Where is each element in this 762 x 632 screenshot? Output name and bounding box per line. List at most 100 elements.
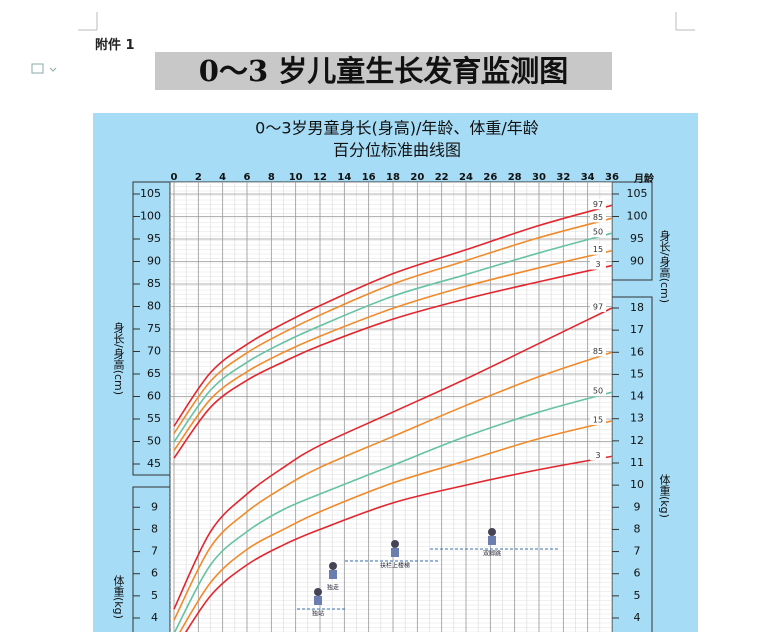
y-tick-label: 80 <box>147 300 161 313</box>
y-axis-label: 身长/身高(cm) <box>112 321 125 395</box>
curve-label: 85 <box>593 213 603 222</box>
doc-icon-arrow[interactable] <box>49 67 57 72</box>
x-tick-label: 20 <box>410 172 424 183</box>
y2-tick-label: 16 <box>630 345 644 358</box>
x-tick-label: 32 <box>556 172 570 183</box>
y2-tick-label: 4 <box>634 611 641 624</box>
y2-tick-label: 11 <box>630 456 644 469</box>
x-tick-label: 30 <box>532 172 546 183</box>
chart-title: 0～3岁男童身长(身高)/年龄、体重/年龄 <box>255 119 539 138</box>
curve-label-bg <box>590 227 606 238</box>
curve-label: 97 <box>593 200 603 209</box>
curve-label-bg <box>590 199 606 210</box>
y2-tick-label-left: 6 <box>151 567 158 580</box>
milestone-icon <box>314 596 322 605</box>
milestone-icon <box>391 548 399 557</box>
curve-label: 85 <box>593 347 603 356</box>
curve-label: 50 <box>593 228 603 237</box>
curve-label-bg <box>590 212 606 223</box>
curve-label: 50 <box>593 387 603 396</box>
curve-label: 3 <box>595 451 600 460</box>
curve-label-bg <box>590 244 606 255</box>
x-tick-label: 36 <box>605 172 619 183</box>
percentile-curve <box>173 351 612 621</box>
curve-label-bg <box>590 346 606 357</box>
x-tick-label: 26 <box>483 172 497 183</box>
percentile-curve <box>179 420 612 632</box>
y2-tick-label: 14 <box>630 390 644 403</box>
x-axis-label: 月龄 <box>633 172 655 185</box>
percentile-curve <box>173 249 612 451</box>
percentile-curve <box>173 307 612 610</box>
y2-tick-label-left: 9 <box>151 500 158 513</box>
left-axis-panel <box>132 486 171 632</box>
y-tick-label-right: 90 <box>630 255 644 268</box>
x-tick-label: 12 <box>313 172 327 183</box>
x-tick-label: 4 <box>219 172 226 183</box>
milestone-icon <box>391 540 399 548</box>
percentile-curve <box>173 204 612 427</box>
x-tick-label: 8 <box>268 172 275 183</box>
y-tick-label: 95 <box>147 232 161 245</box>
y-tick-label: 85 <box>147 277 161 290</box>
y2-axis-label-right: 体重(kg) <box>658 473 671 518</box>
x-tick-label: 28 <box>508 172 522 183</box>
y-tick-label-right: 105 <box>627 187 648 200</box>
curve-label: 15 <box>593 415 603 424</box>
milestone-label: 扶栏上楼梯 <box>380 562 410 570</box>
x-tick-label: 6 <box>244 172 251 183</box>
x-tick-label: 18 <box>386 172 400 183</box>
y-tick-label: 55 <box>147 412 161 425</box>
curve-label-bg <box>590 302 606 312</box>
y2-tick-label: 13 <box>630 412 644 425</box>
y-tick-label: 65 <box>147 367 161 380</box>
milestone-label: 双脚跳 <box>483 550 501 558</box>
milestone-label: 独站 <box>312 610 324 618</box>
y-tick-label-right: 100 <box>627 210 648 223</box>
plot-layer <box>170 182 612 632</box>
curve-label-bg <box>590 259 606 270</box>
curve-label: 97 <box>593 303 603 312</box>
x-tick-label: 24 <box>459 172 473 183</box>
y-axis-label-right: 身长/身高(cm) <box>658 229 671 303</box>
milestone-icon <box>488 528 496 536</box>
curve-label-bg <box>590 414 606 425</box>
y-tick-label: 100 <box>140 210 161 223</box>
milestone-icon <box>329 562 337 570</box>
milestone-icon <box>488 536 496 545</box>
x-tick-label: 2 <box>195 172 202 183</box>
x-tick-label: 10 <box>289 172 303 183</box>
milestone-icon <box>314 588 322 596</box>
y-tick-label: 70 <box>147 345 161 358</box>
milestone-icon <box>329 570 337 579</box>
milestone-label: 独走 <box>327 584 339 592</box>
y2-tick-label: 17 <box>630 323 644 336</box>
percentile-curve <box>173 232 612 443</box>
y2-tick-label: 8 <box>634 522 641 535</box>
doc-icon[interactable] <box>31 63 44 74</box>
percentile-curve <box>173 391 612 632</box>
x-tick-label: 0 <box>171 172 178 183</box>
curve-label-bg <box>590 386 606 397</box>
y2-tick-label-left: 4 <box>151 611 158 624</box>
y2-tick-label: 9 <box>634 500 641 513</box>
percentile-curve <box>173 264 612 459</box>
chart-subtitle: 百分位标准曲线图 <box>333 141 461 160</box>
curve-label: 3 <box>595 260 600 269</box>
attachment-label: 附件 1 <box>95 38 135 53</box>
y2-tick-label: 7 <box>634 545 641 558</box>
y2-tick-label: 12 <box>630 434 644 447</box>
y-tick-label: 105 <box>140 187 161 200</box>
y2-tick-label: 15 <box>630 367 644 380</box>
y2-tick-label-left: 5 <box>151 589 158 602</box>
curve-label-bg <box>590 450 606 461</box>
x-tick-label: 34 <box>581 172 595 183</box>
y2-axis-label: 体重(kg) <box>112 574 125 619</box>
document-title: 0～3 岁儿童生长发育监测图 <box>155 52 612 90</box>
y2-tick-label: 18 <box>630 301 644 314</box>
y-tick-label: 45 <box>147 457 161 470</box>
percentile-curve <box>173 217 612 434</box>
y-tick-label: 50 <box>147 435 161 448</box>
